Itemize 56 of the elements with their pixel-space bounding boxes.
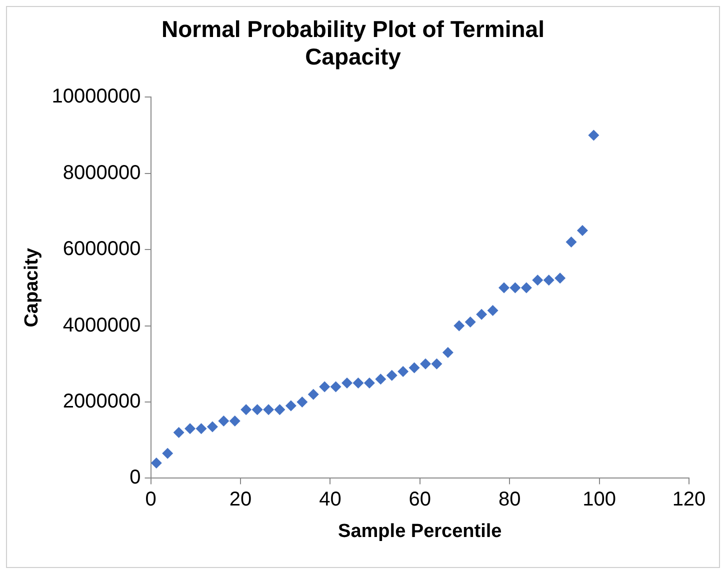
point (252, 404, 263, 416)
point (218, 416, 230, 427)
point (520, 282, 532, 294)
y-tick-label: 6000000 (62, 238, 141, 260)
y-tick-label: 4000000 (62, 314, 141, 336)
point (274, 404, 286, 416)
point (498, 282, 510, 294)
point (342, 377, 353, 388)
point (296, 396, 308, 408)
point (263, 404, 274, 416)
point (375, 374, 386, 385)
chart-title: Normal Probability Plot of Terminal Capacity (162, 16, 544, 70)
point (566, 236, 577, 248)
point (554, 272, 566, 284)
point (476, 308, 488, 320)
point (308, 388, 319, 400)
point (532, 274, 544, 286)
point (173, 426, 184, 438)
point (431, 358, 442, 370)
y-tick-label: 10000000 (52, 86, 141, 108)
point (442, 346, 454, 358)
x-tick-label: 100 (582, 488, 616, 511)
point (229, 416, 240, 427)
point (196, 423, 207, 434)
point (319, 381, 330, 392)
point (206, 421, 218, 432)
y-tick-label: 0 (130, 466, 141, 489)
x-tick-label: 0 (145, 488, 156, 511)
x-tick-label: 60 (408, 488, 432, 511)
point (162, 448, 174, 459)
point (352, 377, 364, 388)
point (408, 362, 420, 374)
point (184, 423, 196, 434)
point (386, 370, 398, 381)
point (150, 457, 162, 468)
x-tick-label: 80 (498, 488, 521, 511)
point (576, 225, 588, 236)
point (420, 358, 431, 370)
point (543, 274, 554, 286)
point (330, 381, 342, 392)
x-axis-title: Sample Percentile (338, 520, 502, 542)
x-tick-label: 40 (319, 488, 342, 511)
point (364, 377, 375, 388)
point (454, 320, 465, 332)
x-tick-label: 20 (229, 488, 252, 511)
point (464, 316, 476, 328)
y-axis-title: Capacity (22, 248, 43, 328)
y-tick-label: 2000000 (62, 390, 141, 413)
point (588, 130, 600, 141)
point (240, 404, 252, 416)
point (285, 400, 296, 412)
x-tick-label: 120 (672, 488, 706, 511)
y-tick-label: 8000000 (62, 162, 141, 184)
point (398, 366, 409, 378)
point (510, 282, 521, 294)
point (487, 305, 498, 316)
